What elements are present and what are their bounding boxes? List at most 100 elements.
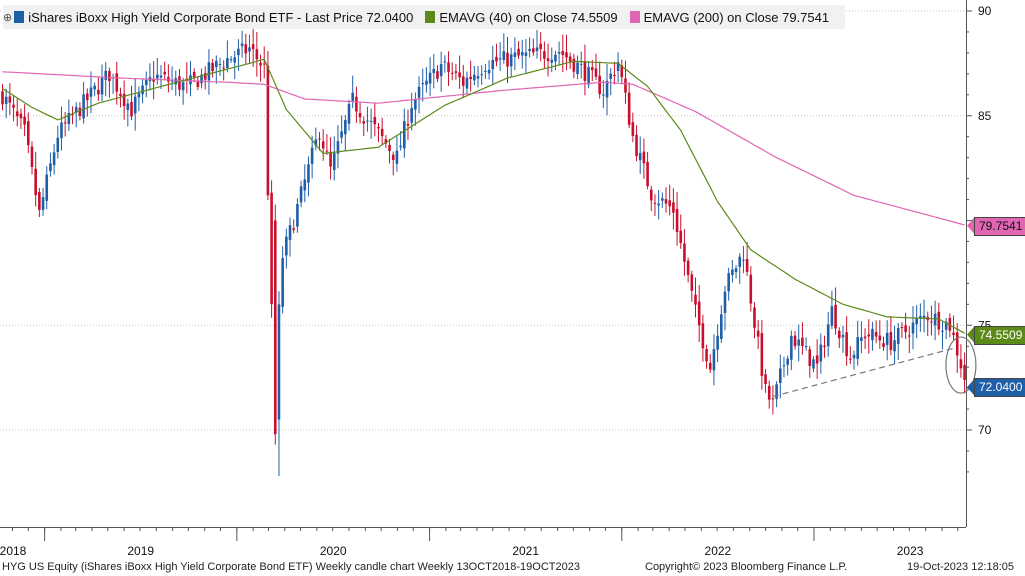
candle [941,320,944,350]
candle [955,323,959,374]
candle-body [366,120,369,122]
candle-body [790,335,793,360]
candle [159,65,163,89]
candle [609,68,613,96]
candle-body [303,179,307,191]
candle [362,116,366,136]
candle-body [760,333,764,376]
candle-body [214,60,218,68]
tag-pointer [967,325,975,344]
legend-item-ema40[interactable]: EMAVG (40) on Close 74.5509 [425,10,618,25]
candle [952,315,955,341]
candle [71,106,74,125]
candle-body [937,311,941,330]
candle [782,356,786,378]
candle [583,44,587,96]
candle [716,324,719,363]
candle [60,106,63,151]
candle-body [266,65,270,196]
candle [344,115,347,152]
candle [137,86,141,112]
candle [756,319,760,349]
candle-body [425,80,428,85]
candle [281,246,284,314]
candle-body [115,73,119,92]
candle [74,102,78,128]
candle-body [919,315,922,319]
candle [388,138,391,164]
candle [56,125,60,159]
candle-body [362,121,366,124]
candle-body [893,340,896,352]
candle-body [742,259,745,261]
candle-body [439,64,443,77]
candle-body [414,99,417,110]
candle [296,198,299,233]
candle-body [642,151,646,164]
x-tick-label: 2022 [705,544,732,558]
candle-body [664,199,668,204]
candle-body [532,48,535,53]
candle [624,60,627,104]
y-tick-labels: 70758590 [966,4,992,473]
tag-pointer [967,216,975,235]
candle [657,190,660,220]
chart-legend: ⊕ iShares iBoxx High Yield Corporate Bon… [3,5,846,29]
candle-body [108,70,111,82]
candle [771,385,775,415]
candle [406,109,410,140]
candle [325,134,329,155]
candle-body [624,78,627,93]
x-tick-label: 2019 [127,544,154,558]
candle-body [587,66,590,85]
candle-body [602,94,605,96]
candle [764,369,767,393]
candle-body [27,121,30,146]
candle [933,300,937,341]
candle-body [240,43,244,47]
candle [683,229,686,276]
candle [1,83,4,111]
candle [944,318,948,340]
candle [115,61,119,105]
candle-body [417,86,421,98]
candle [867,319,871,354]
candle [675,192,679,246]
candle-body [679,230,683,243]
candle [93,82,96,97]
candle-body [812,359,815,369]
candle [41,187,45,216]
legend-item-ema200[interactable]: EMAVG (200) on Close 79.7541 [629,10,829,25]
candle [520,39,524,69]
candle [801,322,804,355]
candle-body [4,96,8,104]
candle [638,136,642,174]
candle [4,88,8,119]
candle [922,299,926,333]
candle [613,61,616,85]
ema40-line [2,58,965,334]
candle [336,125,340,169]
candle [661,192,664,208]
pin-icon[interactable]: ⊕ [3,11,13,24]
candle-body [498,58,502,60]
candle [812,356,815,373]
candle-body [922,315,926,319]
candle-body [915,318,918,325]
candle [163,61,166,81]
candle [878,320,882,349]
candle-body [93,85,96,90]
candle-body [233,57,237,63]
candle-body [402,121,406,149]
legend-item-price[interactable]: iShares iBoxx High Yield Corporate Bond … [14,10,413,25]
candle-body [896,328,900,345]
candle [369,108,373,139]
candle [557,41,561,65]
candle-body [613,75,616,77]
candle [259,54,262,82]
candle-body [753,307,756,328]
candle-body [568,56,572,62]
candle [480,65,484,85]
candle [255,32,259,77]
